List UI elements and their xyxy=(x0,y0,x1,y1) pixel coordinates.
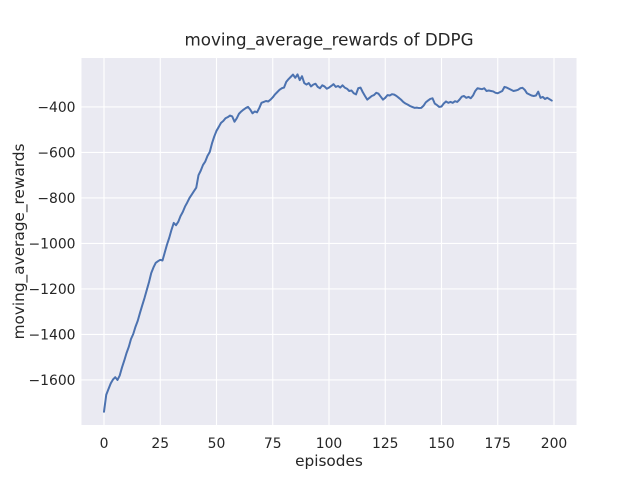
x-tick-label: 100 xyxy=(316,436,343,452)
y-tick-label: −1000 xyxy=(29,236,76,252)
x-tick-label: 150 xyxy=(428,436,455,452)
y-tick-label: −1400 xyxy=(29,327,76,343)
gridlines xyxy=(81,58,577,425)
x-tick-label: 200 xyxy=(541,436,568,452)
x-tick-label: 25 xyxy=(151,436,169,452)
x-tick-label: 125 xyxy=(372,436,399,452)
y-tick-label: −600 xyxy=(37,145,75,161)
x-tick-label: 50 xyxy=(208,436,226,452)
y-axis-label: moving_average_rewards xyxy=(10,144,29,340)
y-tick-label: −400 xyxy=(37,100,75,116)
tick-labels: 0 25 50 75 100 125 150 175 200 −400 −600 −800 −1000 −… xyxy=(29,100,568,452)
data-series-layer xyxy=(103,73,553,413)
chart-title: moving_average_rewards of DDPG xyxy=(184,30,473,51)
y-tick-label: −1200 xyxy=(29,282,76,298)
y-tick-label: −1600 xyxy=(29,373,76,389)
y-tick-label: −800 xyxy=(37,191,75,207)
x-axis-label: episodes xyxy=(295,452,363,470)
x-tick-label: 175 xyxy=(484,436,511,452)
data-line-moving_average_rewards xyxy=(103,73,553,413)
x-tick-label: 75 xyxy=(264,436,282,452)
x-tick-label: 0 xyxy=(100,436,109,452)
